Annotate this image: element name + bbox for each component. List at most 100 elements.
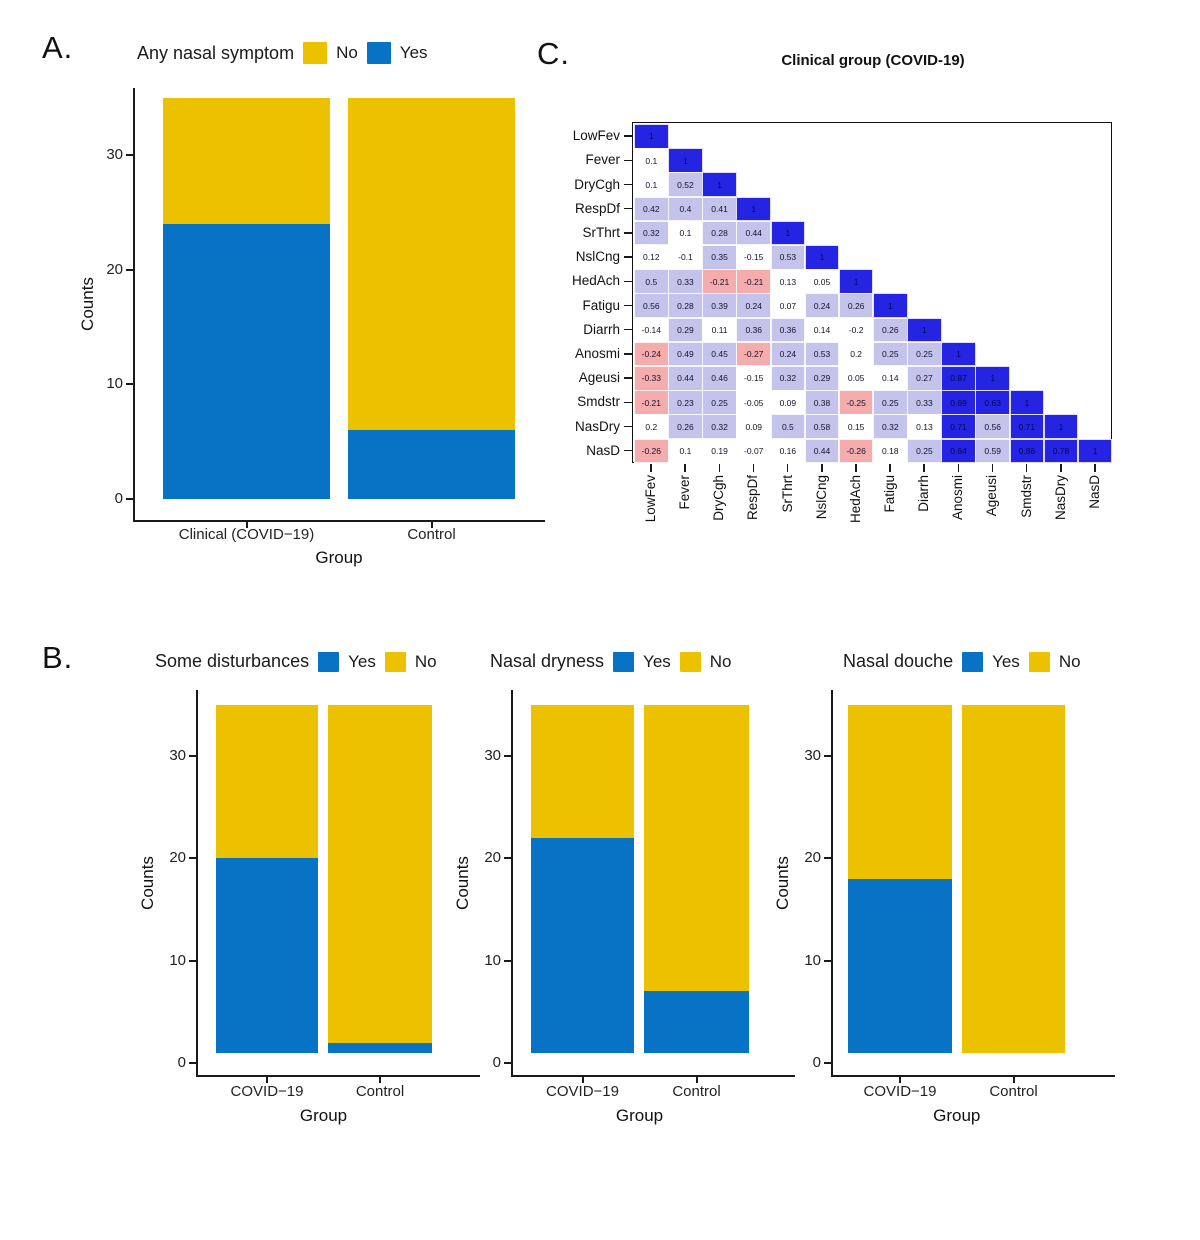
y-tick-label: 20 [804, 849, 821, 867]
bar-segment-no [348, 97, 515, 431]
bar-segment-no [848, 704, 952, 879]
x-axis-tick [1012, 1077, 1015, 1083]
panel-a-legend-title: Any nasal symptom [137, 42, 295, 63]
y-tick-label: 0 [177, 1054, 186, 1071]
bar-segment-yes [163, 223, 330, 499]
y-axis-tick [504, 857, 511, 860]
x-axis-line [831, 1075, 1115, 1077]
heatmap-row-tick [624, 159, 632, 162]
heatmap-cell: 1 [736, 196, 772, 222]
heatmap-cell: -0.15 [736, 245, 772, 270]
bar-segment-yes [328, 1042, 432, 1053]
heatmap-cell: 0.4 [668, 196, 703, 222]
heatmap-cell: 0.13 [770, 269, 806, 294]
heatmap-cell: 0.44 [804, 438, 840, 464]
y-axis-title: Counts [453, 855, 472, 910]
bar-segment-yes [848, 878, 952, 1053]
heatmap-cell: 0.49 [668, 341, 703, 367]
x-axis-tick [245, 522, 248, 528]
heatmap-cell: 0.05 [804, 269, 840, 294]
panel-b3-legend: Nasal douche Yes No [843, 651, 1081, 672]
bar-segment-no [531, 704, 634, 838]
heatmap-row-label: Fatigu [582, 297, 620, 313]
y-axis-tick [504, 755, 511, 758]
heatmap-col-tick [650, 463, 652, 472]
heatmap-cell: 0.16 [770, 438, 806, 464]
heatmap-cell: 0.26 [838, 293, 874, 319]
y-axis-line [196, 690, 198, 1077]
heatmap-col-label: Smdstr [1018, 474, 1034, 518]
y-tick-label: 10 [169, 951, 186, 969]
heatmap-row-label: RespDf [574, 200, 620, 216]
heatmap-cell: 0.39 [702, 293, 737, 319]
heatmap-cell: -0.05 [736, 390, 772, 415]
x-axis-title: Group [615, 1106, 664, 1125]
heatmap-cell: 0.32 [872, 414, 908, 440]
no-color-swatch [1028, 651, 1050, 672]
heatmap-row-label: SrThrt [582, 224, 620, 240]
heatmap-frame [632, 122, 1113, 464]
y-tick-label: 10 [106, 375, 123, 393]
y-tick-label: 0 [492, 1054, 501, 1071]
y-axis-tick [126, 268, 133, 271]
heatmap-cell: 0.15 [838, 414, 874, 440]
heatmap-row-tick [624, 280, 632, 283]
heatmap-row-tick [624, 232, 632, 234]
heatmap-cell: 0.71 [1009, 414, 1045, 440]
heatmap-cell: 1 [668, 148, 703, 173]
heatmap-row-label: NslCng [575, 249, 620, 265]
heatmap-cell: 1 [770, 220, 806, 246]
y-tick-label: 20 [484, 849, 501, 867]
y-axis-tick [824, 1062, 831, 1064]
heatmap-col-label: NasD [1086, 474, 1102, 509]
y-tick-label: 20 [169, 849, 186, 867]
heatmap-cell: -0.07 [736, 438, 772, 464]
heatmap-cell: 0.13 [907, 414, 942, 440]
yes-legend-label: Yes [992, 651, 1020, 671]
heatmap-cell: 0.07 [770, 293, 806, 319]
heatmap-col-label: LowFev [643, 474, 659, 523]
y-tick-label: 30 [484, 747, 501, 765]
heatmap-row-tick [624, 377, 632, 379]
heatmap-col-tick [718, 463, 721, 472]
heatmap-cell: 1 [1077, 438, 1113, 464]
y-tick-label: 0 [812, 1054, 821, 1071]
panel-a-legend: Any nasal symptom No Yes [137, 42, 428, 64]
heatmap-cell: -0.14 [634, 317, 669, 343]
heatmap-cell: 0.26 [872, 317, 908, 343]
x-tick-label: COVID−19 [546, 1083, 619, 1100]
y-axis-title: Counts [78, 277, 97, 331]
heatmap-row-tick [624, 256, 632, 258]
heatmap-cell: 0.5 [770, 414, 806, 440]
y-tick-label: 20 [106, 260, 123, 278]
heatmap-cell: 0.78 [1043, 438, 1079, 464]
y-axis-tick [189, 857, 196, 860]
heatmap-cell: 0.25 [872, 341, 908, 367]
heatmap-cell: -0.25 [838, 390, 874, 415]
panel-b2-legend: Nasal dryness Yes No [490, 651, 732, 672]
heatmap-col-tick [1060, 463, 1062, 472]
no-legend-label: No [336, 43, 358, 62]
yes-legend-label: Yes [348, 651, 376, 671]
heatmap-col-label: Ageusi [984, 474, 1000, 517]
yes-legend-label: Yes [399, 43, 428, 62]
heatmap-cell: -0.33 [634, 366, 669, 391]
y-tick-label: 10 [484, 951, 501, 969]
heatmap-cell: 1 [975, 366, 1011, 391]
heatmap-row-label: NasD [586, 442, 620, 458]
y-tick-label: 10 [804, 951, 821, 969]
panel-b1-legend: Some disturbances Yes No [155, 651, 437, 672]
heatmap-cell: 0.14 [804, 317, 840, 343]
x-tick-label: Clinical (COVID−19) [178, 526, 315, 543]
heatmap-cell: 0.87 [941, 366, 976, 391]
heatmap-cell: 0.1 [634, 148, 669, 173]
heatmap-cell: 0.52 [668, 172, 703, 198]
y-axis-tick [824, 755, 831, 758]
x-tick-label: Control [407, 526, 456, 543]
heatmap-row-tick [624, 401, 632, 404]
y-axis-line [133, 88, 135, 522]
heatmap-cell: 0.58 [804, 414, 840, 440]
